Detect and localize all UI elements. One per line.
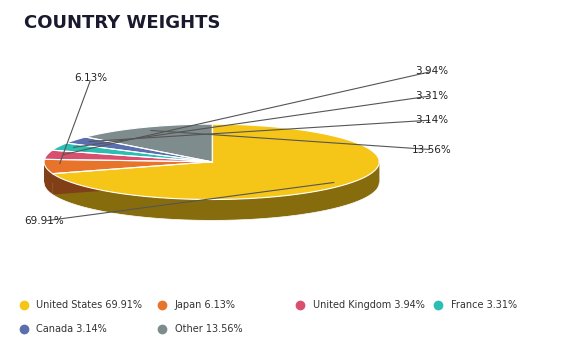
Text: United States 69.91%: United States 69.91% (36, 300, 142, 309)
Polygon shape (44, 162, 212, 183)
Polygon shape (66, 137, 212, 162)
Polygon shape (52, 162, 212, 195)
Text: 69.91%: 69.91% (24, 216, 64, 226)
Text: COUNTRY WEIGHTS: COUNTRY WEIGHTS (24, 14, 220, 32)
Text: Canada 3.14%: Canada 3.14% (36, 324, 107, 334)
Text: 13.56%: 13.56% (412, 145, 452, 155)
Text: France 3.31%: France 3.31% (451, 300, 517, 309)
Text: 3.14%: 3.14% (416, 115, 449, 125)
Text: United Kingdom 3.94%: United Kingdom 3.94% (313, 300, 425, 309)
Polygon shape (44, 159, 212, 174)
Polygon shape (44, 162, 52, 195)
Text: 6.13%: 6.13% (75, 73, 108, 83)
Text: Japan 6.13%: Japan 6.13% (175, 300, 236, 309)
Polygon shape (52, 163, 379, 220)
Text: Other 13.56%: Other 13.56% (175, 324, 242, 334)
Polygon shape (212, 162, 379, 183)
Polygon shape (52, 143, 212, 162)
Polygon shape (85, 124, 212, 162)
Polygon shape (52, 162, 212, 195)
Polygon shape (52, 124, 379, 199)
Text: 3.31%: 3.31% (416, 91, 449, 101)
Polygon shape (45, 150, 212, 162)
Text: 3.94%: 3.94% (416, 66, 449, 76)
